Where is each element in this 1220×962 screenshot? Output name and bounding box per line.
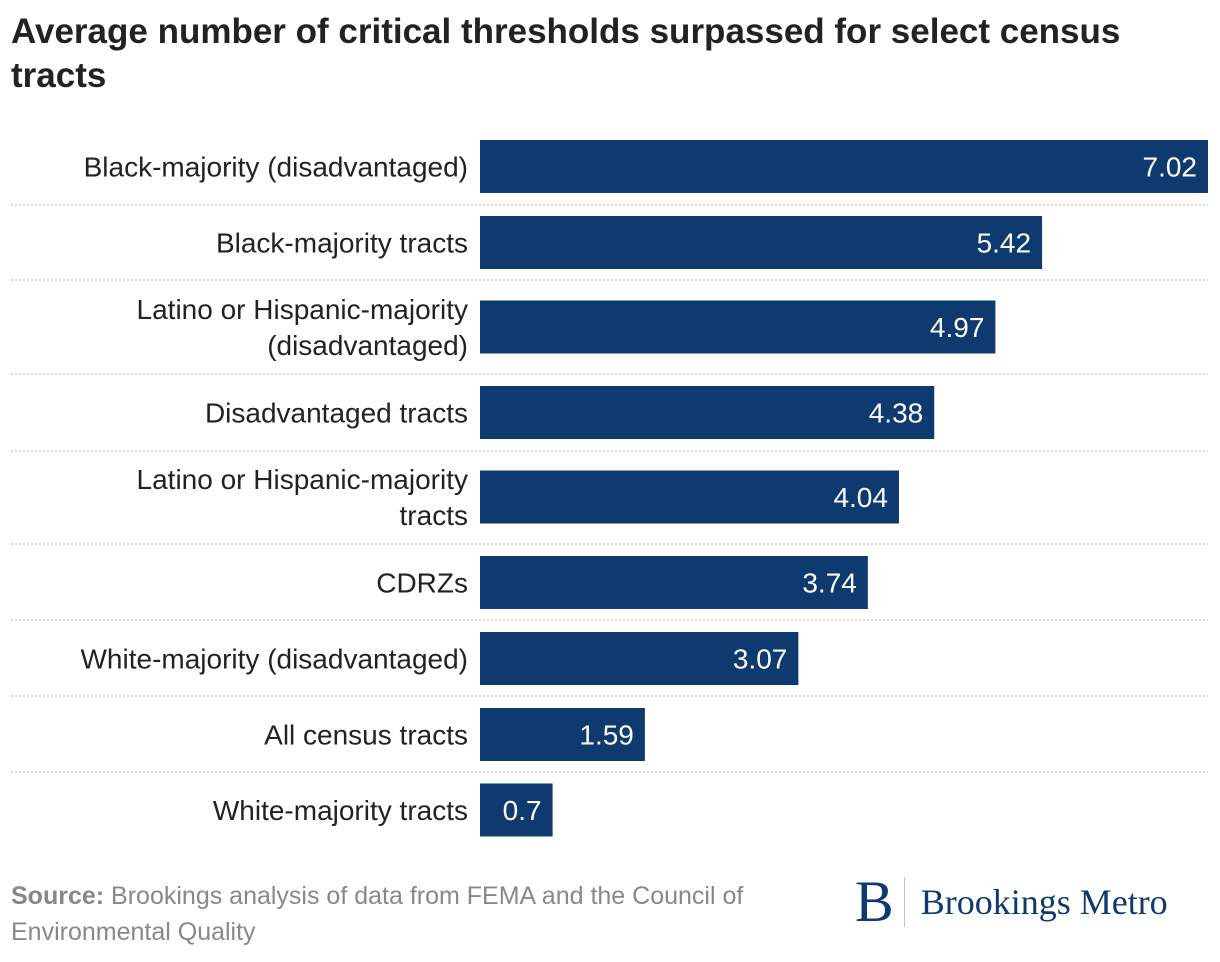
- bar: [480, 632, 799, 685]
- category-label: Disadvantaged tracts: [205, 398, 468, 429]
- category-label: CDRZs: [376, 568, 468, 599]
- source-note: Source: Brookings analysis of data from …: [11, 878, 811, 950]
- source-label: Source:: [11, 882, 105, 910]
- category-label: (disadvantaged): [267, 330, 468, 361]
- category-label: tracts: [400, 500, 468, 531]
- category-label: White-majority (disadvantaged): [81, 644, 469, 675]
- bar: [480, 556, 868, 609]
- bar: [480, 783, 553, 837]
- bar: [480, 470, 899, 524]
- value-label: 3.74: [802, 568, 857, 599]
- chart-title: Average number of critical thresholds su…: [11, 12, 1121, 95]
- value-label: 4.38: [869, 398, 924, 429]
- bar: [480, 300, 996, 354]
- category-label: Black-majority (disadvantaged): [84, 152, 468, 183]
- value-label: 3.07: [733, 644, 788, 675]
- bar: [480, 708, 645, 761]
- value-label: 5.42: [977, 228, 1032, 259]
- value-label: 1.59: [579, 720, 634, 751]
- source-text: Brookings analysis of data from FEMA and…: [11, 882, 744, 946]
- value-label: 0.7: [503, 795, 542, 826]
- value-label: 4.04: [833, 482, 888, 513]
- bar: [480, 386, 935, 439]
- category-label: Black-majority tracts: [216, 228, 468, 259]
- category-label: Latino or Hispanic-majority: [137, 464, 468, 495]
- bar: [480, 140, 1208, 193]
- value-label: 4.97: [930, 312, 985, 343]
- value-label: 7.02: [1143, 152, 1198, 183]
- bar: [480, 216, 1043, 269]
- category-label: White-majority tracts: [213, 795, 468, 826]
- category-label: All census tracts: [264, 720, 468, 751]
- brookings-logo-text: Brookings Metro: [920, 882, 1168, 922]
- brookings-logo-mark: B: [855, 869, 894, 934]
- category-label: Latino or Hispanic-majority: [137, 294, 468, 325]
- logo-divider: [903, 877, 905, 927]
- brookings-metro-logo: B Brookings Metro: [855, 872, 1168, 932]
